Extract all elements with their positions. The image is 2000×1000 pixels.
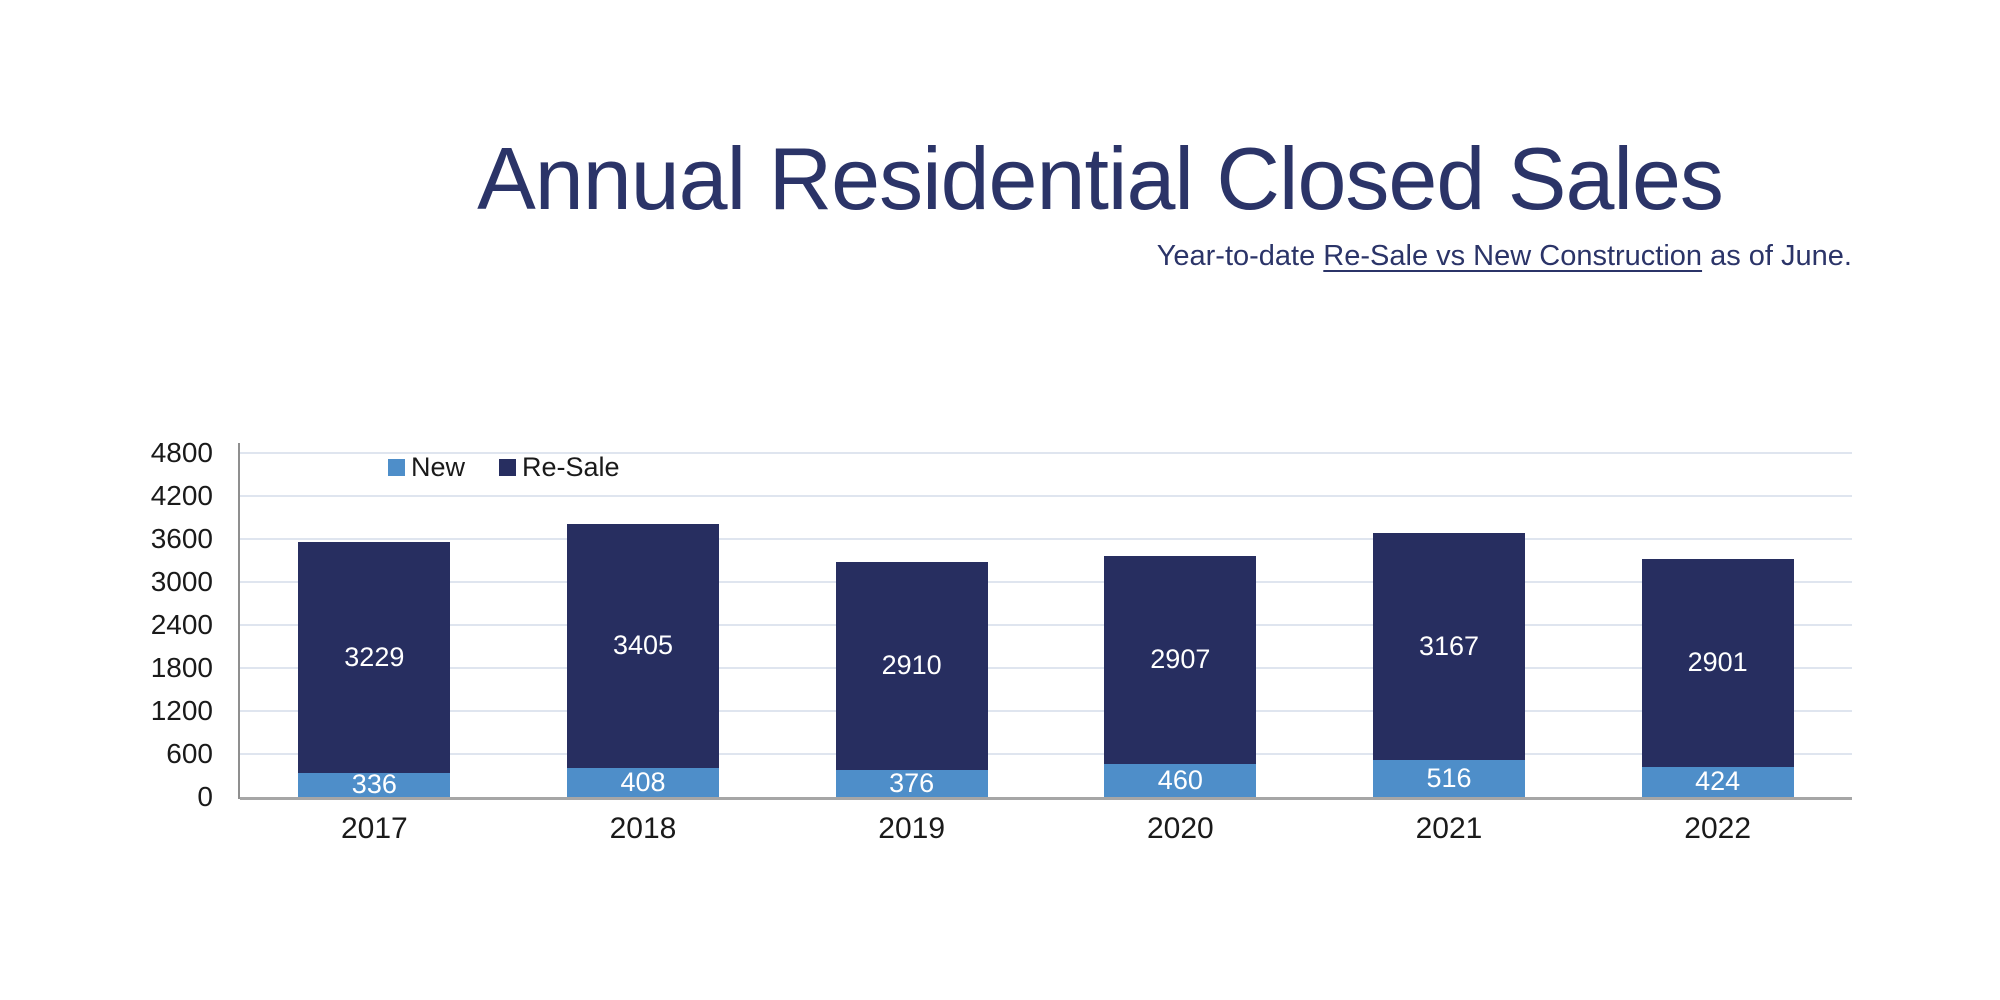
- y-axis-label-2400: 2400: [150, 609, 213, 640]
- bar-group-2022: 424 2901: [1583, 453, 1852, 797]
- value-label-resale-2018: 3405: [612, 630, 674, 661]
- bar-group-2018: 408 3405: [509, 453, 778, 797]
- x-axis-labels: 2017 2018 2019 2020 2021 2022: [240, 812, 1852, 857]
- stacked-bar-2019: 376 2910: [835, 561, 988, 799]
- bar-segment-resale-2021: 3167: [1372, 533, 1525, 761]
- stacked-bar-2017: 336 3229: [298, 541, 451, 800]
- x-axis-label-2017: 2017: [340, 812, 408, 845]
- y-axis-label-4800: 4800: [150, 437, 213, 468]
- gridline-3600: [240, 538, 1852, 540]
- bar-group-2017: 336 3229: [240, 453, 509, 800]
- bar-group-2021: 516 3167: [1315, 453, 1584, 797]
- x-axis-label-2021: 2021: [1415, 812, 1483, 845]
- stacked-bar-2022: 424 2901: [1641, 558, 1794, 797]
- bar-segment-resale-2019: 2910: [835, 561, 988, 771]
- gridline-1200: [240, 710, 1852, 712]
- value-label-new-2021: 516: [1426, 763, 1472, 794]
- subtitle-prefix: Year-to-date: [1156, 240, 1324, 272]
- value-label-new-2018: 408: [620, 766, 666, 797]
- value-label-resale-2022: 2901: [1687, 647, 1748, 678]
- y-axis-label-3000: 3000: [150, 566, 213, 597]
- y-axis-line: [238, 443, 240, 799]
- bar-segment-new-2020: 460: [1104, 764, 1257, 797]
- legend-label-resale: Re-Sale: [522, 452, 620, 482]
- plot-area: New Re-Sale 336 3229 408 3405 376 2910 460 2907 5…: [238, 443, 1852, 800]
- x-axis-label-2019: 2019: [878, 812, 946, 845]
- value-label-resale-2020: 2907: [1150, 644, 1211, 675]
- bar-segment-new-2021: 516: [1372, 760, 1525, 797]
- x-axis-label-2020: 2020: [1146, 812, 1214, 845]
- legend-swatch-icon-new: [388, 459, 405, 476]
- bar-segment-new-2017: 336: [298, 769, 451, 800]
- chart-title: Annual Residential Closed Sales: [477, 129, 1724, 228]
- y-axis-label-600: 600: [166, 738, 213, 769]
- y-axis-label-1200: 1200: [150, 695, 213, 726]
- value-label-resale-2019: 2910: [881, 650, 942, 681]
- bar-segment-resale-2020: 2907: [1104, 555, 1257, 765]
- legend-swatch-icon-resale: [499, 459, 517, 476]
- subtitle-underlined-phrase: Re-Sale vs New Construction: [1323, 240, 1703, 272]
- legend-item-new: New: [388, 454, 465, 481]
- value-label-new-2022: 424: [1695, 766, 1741, 797]
- value-label-resale-2017: 3229: [344, 641, 405, 672]
- value-label-new-2020: 460: [1157, 765, 1203, 796]
- stacked-bar-2020: 460 2907: [1104, 555, 1257, 797]
- bar-group-2020: 460 2907: [1046, 453, 1315, 797]
- gridline-4800: [240, 452, 1852, 454]
- bar-segment-new-2018: 408: [566, 766, 719, 797]
- x-axis-label-2022: 2022: [1684, 812, 1752, 845]
- bar-segment-resale-2022: 2901: [1641, 558, 1794, 767]
- y-axis-label-3600: 3600: [150, 523, 213, 554]
- value-label-new-2017: 336: [351, 769, 397, 800]
- legend-item-resale: Re-Sale: [499, 454, 620, 481]
- bar-group-2019: 376 2910: [777, 453, 1046, 797]
- y-axis-label-1800: 1800: [150, 652, 213, 683]
- gridline-600: [240, 753, 1852, 755]
- bar-segment-new-2022: 424: [1641, 766, 1794, 797]
- gridline-1800: [240, 667, 1852, 669]
- gridline-2400: [240, 624, 1852, 626]
- y-axis-labels: 0 600 1200 1800 2400 3000 3600 4200 4800: [100, 437, 225, 812]
- bar-segment-resale-2018: 3405: [566, 523, 719, 768]
- y-axis-label-0: 0: [197, 781, 213, 812]
- value-label-new-2019: 376: [889, 768, 935, 799]
- chart-subtitle: Year-to-date Re-Sale vs New Construction…: [652, 240, 1852, 273]
- gridline-4200: [240, 495, 1852, 497]
- value-label-resale-2021: 3167: [1418, 631, 1480, 662]
- stacked-bar-2018: 408 3405: [566, 523, 719, 797]
- subtitle-suffix: as of June.: [1702, 240, 1852, 272]
- legend-label-new: New: [411, 452, 466, 482]
- bar-segment-resale-2017: 3229: [298, 541, 451, 773]
- bar-segment-new-2019: 376: [835, 768, 988, 799]
- y-axis-label-4200: 4200: [150, 480, 213, 511]
- x-axis-label-2018: 2018: [609, 812, 677, 845]
- stacked-bar-2021: 516 3167: [1372, 533, 1525, 797]
- gridline-3000: [240, 581, 1852, 583]
- chart-legend: New Re-Sale: [388, 454, 620, 481]
